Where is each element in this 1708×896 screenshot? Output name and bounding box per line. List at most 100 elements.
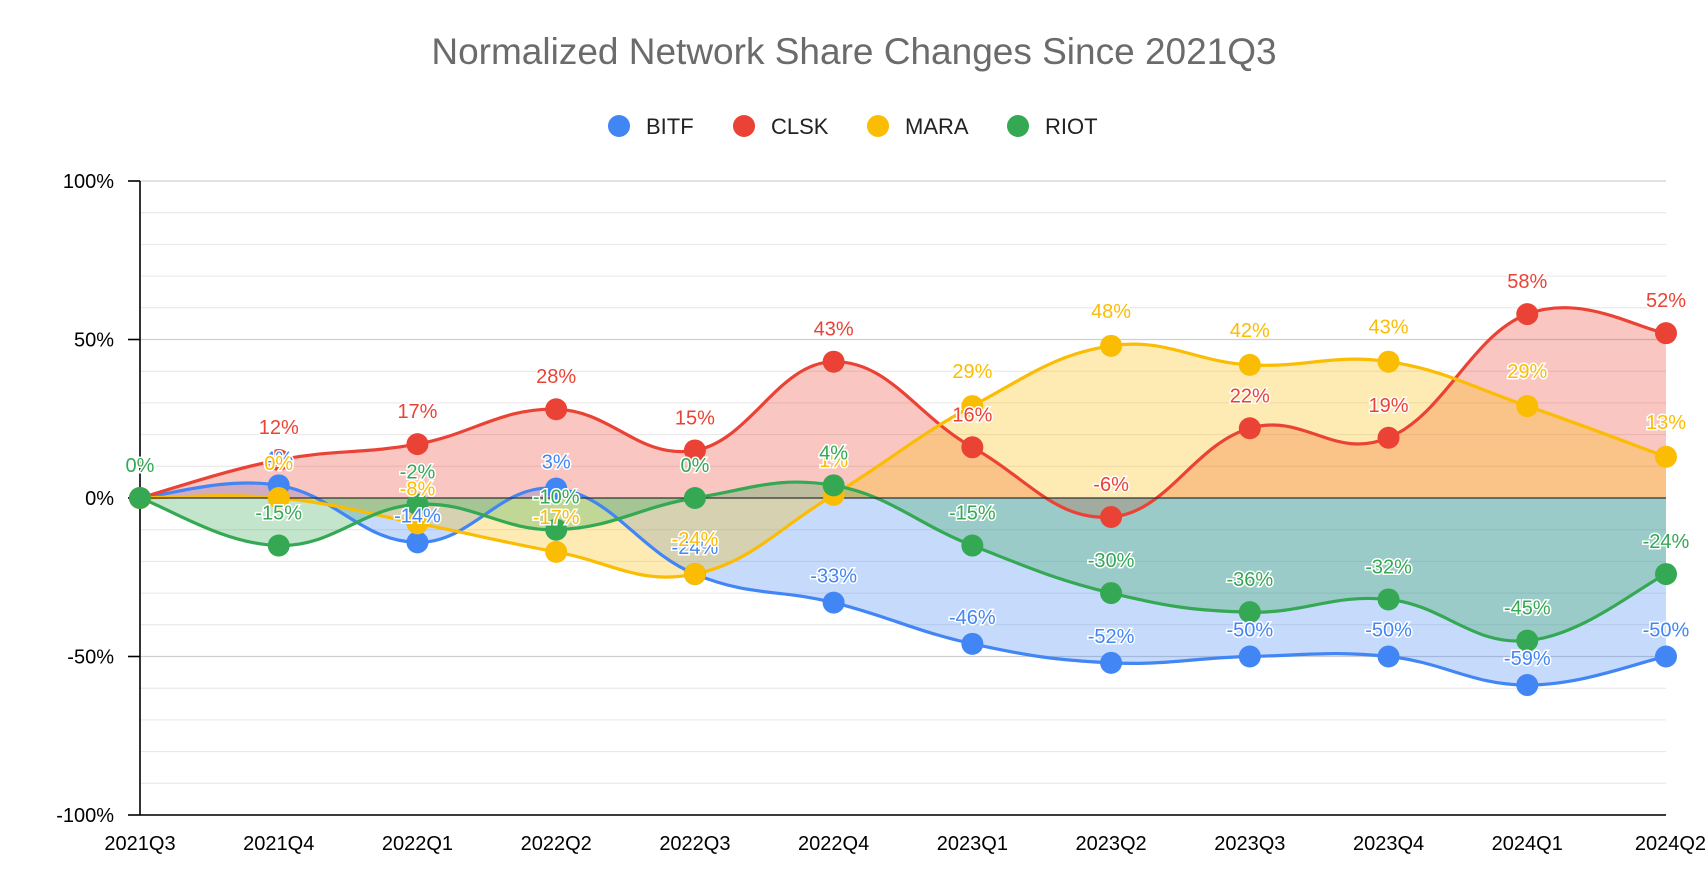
point-bitf <box>1238 645 1261 668</box>
point-mara <box>406 512 429 535</box>
data-label-bitf: -59% <box>1504 648 1551 670</box>
data-label-clsk: 43% <box>814 319 854 341</box>
x-axis-tick-labels: 2021Q3 2021Q4 2022Q1 2022Q2 2022Q3 2022Q4 2023… <box>104 833 1706 855</box>
legend-item-clsk[interactable]: CLSK <box>733 114 829 139</box>
data-label-riot: -24% <box>1643 531 1690 553</box>
legend-marker-riot <box>1007 115 1029 137</box>
data-label-mara: 0% <box>264 453 293 475</box>
line-riot <box>139 480 1667 643</box>
data-label-riot: 0% <box>680 455 709 477</box>
x-tick-label: 2023Q2 <box>1076 833 1147 855</box>
x-tick-label: 2022Q2 <box>521 833 592 855</box>
data-label-mara: -24% <box>672 529 719 551</box>
y-tick-label: 100% <box>63 171 114 193</box>
data-label-mara: -8% <box>400 478 436 500</box>
x-tick-label: 2021Q4 <box>243 833 314 855</box>
data-label-riot: -32% <box>1365 556 1412 578</box>
point-riot <box>129 487 151 509</box>
legend-item-riot[interactable]: RIOT <box>1007 114 1098 139</box>
point-mara <box>961 395 984 418</box>
data-label-mara: 42% <box>1230 320 1270 342</box>
legend-item-mara[interactable]: MARA <box>867 114 969 139</box>
area-clsk <box>140 307 1666 518</box>
x-tick-label: 2024Q2 <box>1635 833 1706 855</box>
point-mara <box>1238 353 1261 376</box>
area-mara <box>140 344 1666 578</box>
legend-label: BITF <box>646 114 694 139</box>
point-bitf <box>822 591 845 614</box>
point-riot <box>683 487 706 509</box>
point-bitf <box>1377 645 1400 668</box>
point-mara <box>1655 445 1677 468</box>
legend: BITF CLSK MARA RIOT <box>608 114 1098 139</box>
data-label-bitf: -46% <box>949 607 996 629</box>
data-label-bitf: -14% <box>394 505 441 527</box>
point-mara <box>1100 334 1123 357</box>
area-bitf <box>140 482 1666 686</box>
data-label-bitf: 4% <box>264 448 293 470</box>
data-label-riot: -10% <box>533 487 580 509</box>
data-label-clsk: 28% <box>536 366 576 388</box>
point-clsk <box>545 398 568 421</box>
point-clsk <box>683 439 706 462</box>
data-label-bitf: -24% <box>672 537 719 559</box>
data-label-riot: 4% <box>819 442 848 464</box>
y-tick-label: -100% <box>56 805 114 827</box>
data-label-bitf: -50% <box>1365 620 1412 642</box>
data-label-clsk: 16% <box>952 404 992 426</box>
y-axis-tick-labels: -100% -50% 0% 50% 100% <box>56 171 114 827</box>
legend-label: MARA <box>905 114 969 139</box>
point-mara <box>1377 350 1400 373</box>
y-tick-label: 0% <box>85 488 114 510</box>
x-tick-label: 2023Q1 <box>937 833 1008 855</box>
point-riot <box>961 534 984 557</box>
data-label-clsk: 58% <box>1507 271 1547 293</box>
point-mara <box>545 540 568 563</box>
point-mara <box>267 487 290 509</box>
point-riot <box>545 518 568 541</box>
point-clsk <box>1655 322 1677 345</box>
data-label-riot: -36% <box>1226 569 1273 591</box>
legend-label: RIOT <box>1045 114 1098 139</box>
data-label-mara: 29% <box>952 361 992 383</box>
data-label-riot: -30% <box>1088 550 1135 572</box>
legend-item-bitf[interactable]: BITF <box>608 114 694 139</box>
data-label-riot: -15% <box>255 503 302 525</box>
point-bitf <box>961 632 984 655</box>
point-clsk <box>267 448 290 471</box>
data-label-clsk: 19% <box>1369 395 1409 417</box>
point-riot <box>822 474 845 497</box>
x-tick-label: 2023Q4 <box>1353 833 1424 855</box>
point-riot <box>1238 601 1261 624</box>
point-riot <box>406 493 429 516</box>
area-riot <box>140 482 1666 642</box>
data-label-clsk: -6% <box>1093 474 1129 496</box>
point-bitf <box>1655 645 1677 668</box>
point-riot <box>1100 582 1123 605</box>
data-label-mara: 1% <box>819 450 848 472</box>
point-clsk <box>406 433 429 456</box>
point-riot <box>1655 563 1677 586</box>
gridlines <box>140 180 1666 816</box>
legend-marker-mara <box>867 115 889 137</box>
data-label-riot: -15% <box>949 503 996 525</box>
data-label-riot: 0% <box>126 455 155 477</box>
legend-label: CLSK <box>771 114 829 139</box>
point-bitf <box>545 477 568 500</box>
y-tick-label: -50% <box>67 647 114 669</box>
point-mara <box>1516 395 1539 418</box>
y-tick-label: 50% <box>74 330 114 352</box>
data-label-riot: -2% <box>400 461 436 483</box>
data-label-bitf: -50% <box>1226 620 1273 642</box>
data-label-clsk: 15% <box>675 407 715 429</box>
point-clsk <box>1377 426 1400 449</box>
point-riot <box>1377 588 1400 611</box>
data-label-bitf: 3% <box>542 451 571 473</box>
data-label-clsk: 17% <box>397 401 437 423</box>
data-label-bitf: -50% <box>1643 620 1690 642</box>
point-clsk <box>1100 506 1123 529</box>
data-label-riot: -45% <box>1504 598 1551 620</box>
line-bitf <box>139 481 1667 687</box>
point-bitf <box>1516 674 1539 697</box>
